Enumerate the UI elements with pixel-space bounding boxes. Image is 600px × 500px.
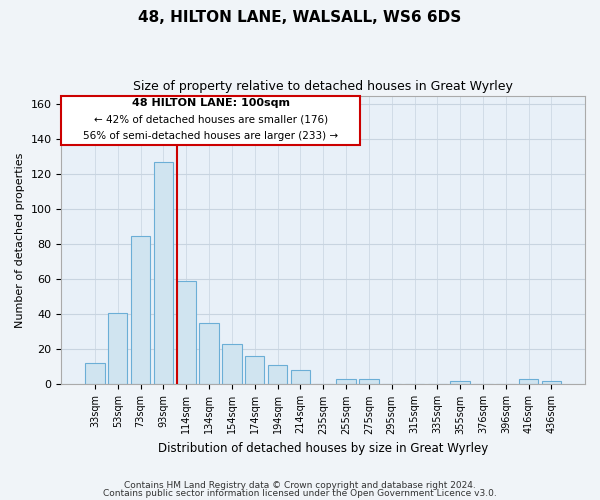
Bar [359,379,379,384]
Bar [131,236,150,384]
Text: Contains public sector information licensed under the Open Government Licence v3: Contains public sector information licen… [103,488,497,498]
Bar [268,365,287,384]
Bar [337,379,356,384]
Bar [290,370,310,384]
Text: 56% of semi-detached houses are larger (233) →: 56% of semi-detached houses are larger (… [83,131,338,141]
Text: 48, HILTON LANE, WALSALL, WS6 6DS: 48, HILTON LANE, WALSALL, WS6 6DS [139,10,461,25]
Text: Contains HM Land Registry data © Crown copyright and database right 2024.: Contains HM Land Registry data © Crown c… [124,481,476,490]
Text: 48 HILTON LANE: 100sqm: 48 HILTON LANE: 100sqm [131,98,290,108]
Bar [176,281,196,384]
Bar [154,162,173,384]
Bar [108,312,127,384]
FancyBboxPatch shape [61,96,360,144]
Bar [451,381,470,384]
X-axis label: Distribution of detached houses by size in Great Wyrley: Distribution of detached houses by size … [158,442,488,455]
Bar [245,356,265,384]
Bar [85,364,104,384]
Y-axis label: Number of detached properties: Number of detached properties [15,152,25,328]
Bar [542,381,561,384]
Bar [222,344,242,385]
Title: Size of property relative to detached houses in Great Wyrley: Size of property relative to detached ho… [133,80,513,93]
Bar [199,323,219,384]
Bar [519,379,538,384]
Text: ← 42% of detached houses are smaller (176): ← 42% of detached houses are smaller (17… [94,114,328,124]
